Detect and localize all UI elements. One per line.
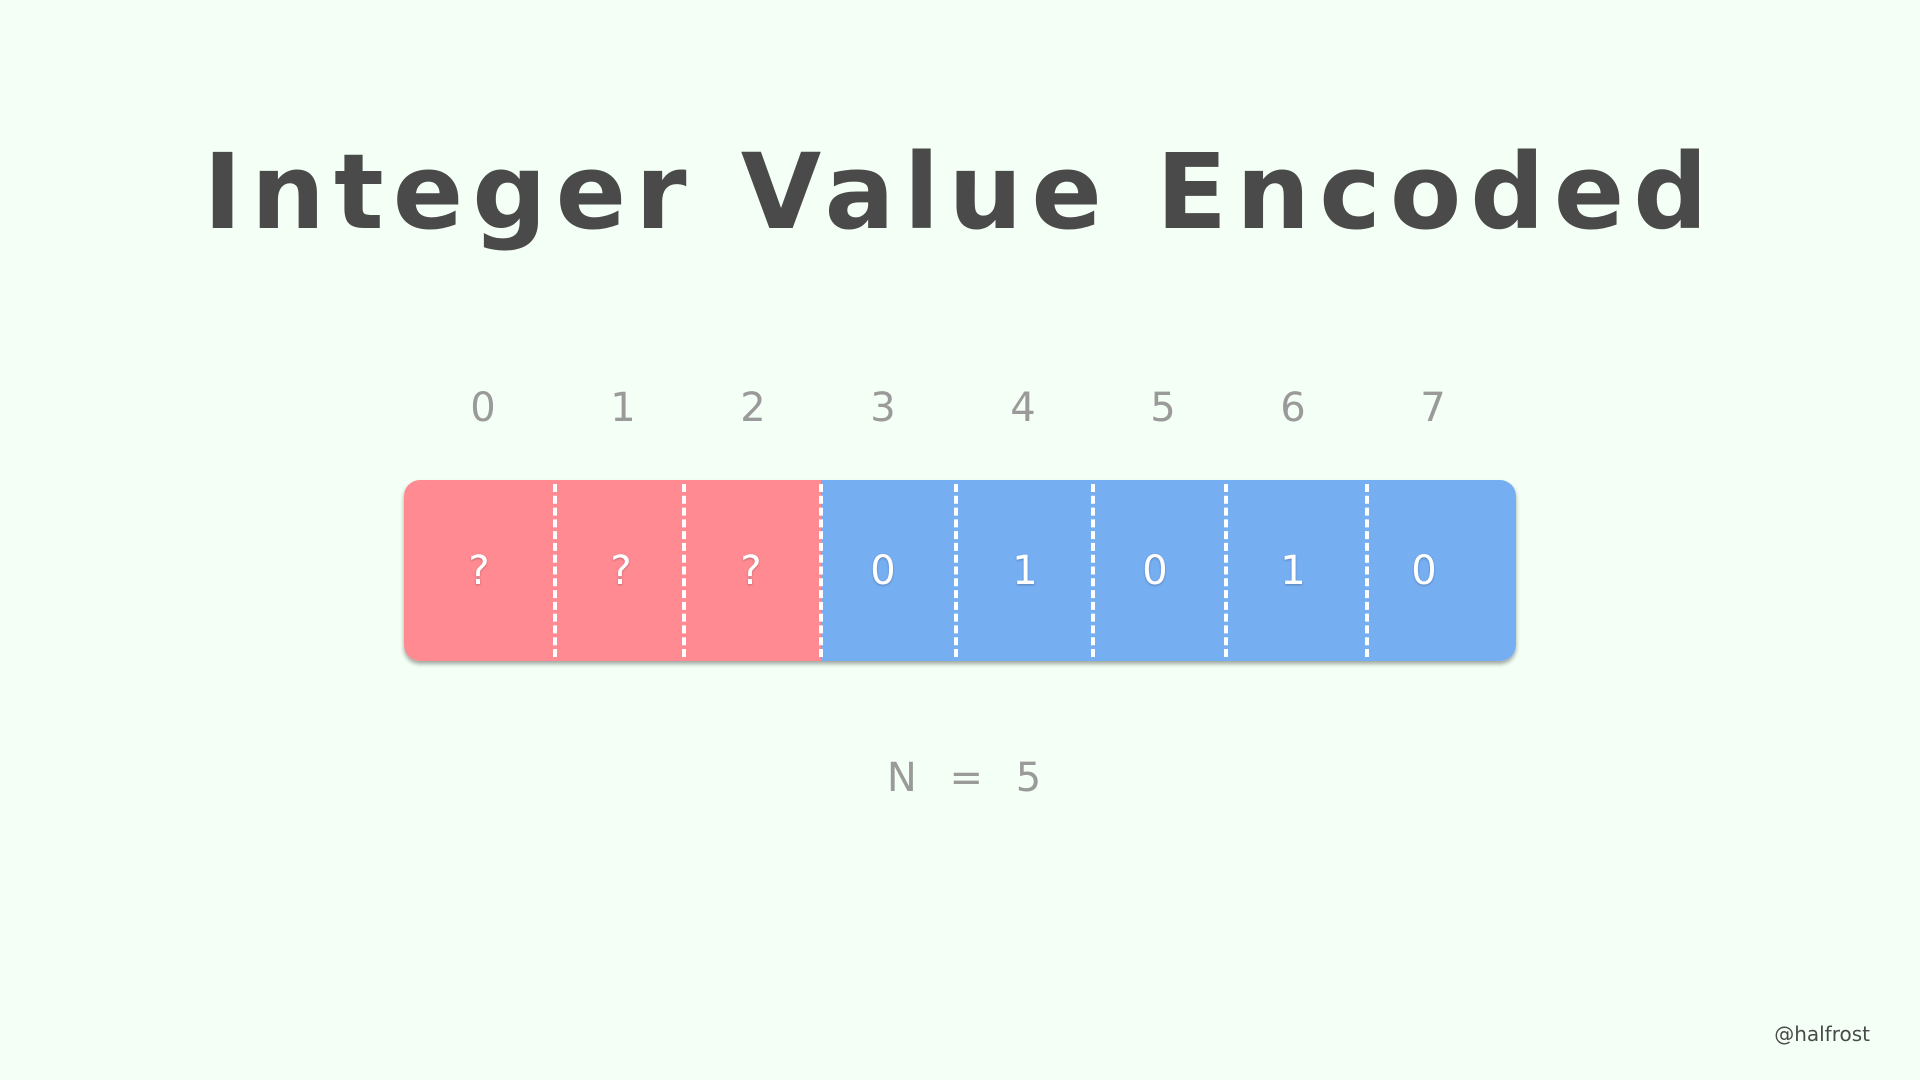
- bit-index-label: 1: [610, 385, 636, 431]
- bit-index-label: 7: [1420, 385, 1446, 431]
- bit-divider-line: [682, 484, 686, 657]
- bit-value: 0: [1142, 547, 1168, 594]
- bit-field-bar: ??? 0 1 0 1 0: [404, 480, 1516, 661]
- bit-divider-line: [819, 484, 823, 657]
- encoded-bit-cell: 0: [821, 480, 956, 661]
- unused-bit-cell: ?: [684, 480, 821, 661]
- bit-value: 1: [1012, 547, 1038, 594]
- bit-divider-line: [553, 484, 557, 657]
- bit-index-label: 5: [1150, 385, 1176, 431]
- bit-divider-line: [1091, 484, 1095, 657]
- bit-value: ?: [468, 547, 490, 594]
- bit-index-label: 3: [870, 385, 896, 431]
- bit-value: ?: [740, 547, 762, 594]
- equation-variable: N: [886, 755, 917, 801]
- bit-value: 1: [1280, 547, 1306, 594]
- bit-divider-line: [1224, 484, 1228, 657]
- bit-index-label: 2: [740, 385, 766, 431]
- author-watermark: @halfrost: [1774, 1022, 1870, 1046]
- equation-value: 5: [1015, 755, 1042, 801]
- bit-index-label: 0: [470, 385, 496, 431]
- page-title: Integer Value Encoded: [203, 131, 1717, 253]
- bit-divider-line: [954, 484, 958, 657]
- bit-index-label: 6: [1280, 385, 1306, 431]
- encoded-bit-cell: 1: [956, 480, 1093, 661]
- bit-divider-line: [1365, 484, 1369, 657]
- bit-index-label: 4: [1010, 385, 1036, 431]
- prefix-size-equation: N = 5: [0, 758, 1920, 798]
- unused-bit-cell: ?: [555, 480, 684, 661]
- encoded-bit-cell: 0: [1367, 480, 1516, 661]
- bit-value: 0: [1411, 547, 1437, 594]
- bit-value: 0: [870, 547, 896, 594]
- encoded-bit-cell: 0: [1093, 480, 1226, 661]
- bit-value: ?: [610, 547, 632, 594]
- unused-bit-cell: ?: [404, 480, 555, 661]
- equation-operator: =: [949, 755, 983, 801]
- encoded-bit-cell: 1: [1226, 480, 1367, 661]
